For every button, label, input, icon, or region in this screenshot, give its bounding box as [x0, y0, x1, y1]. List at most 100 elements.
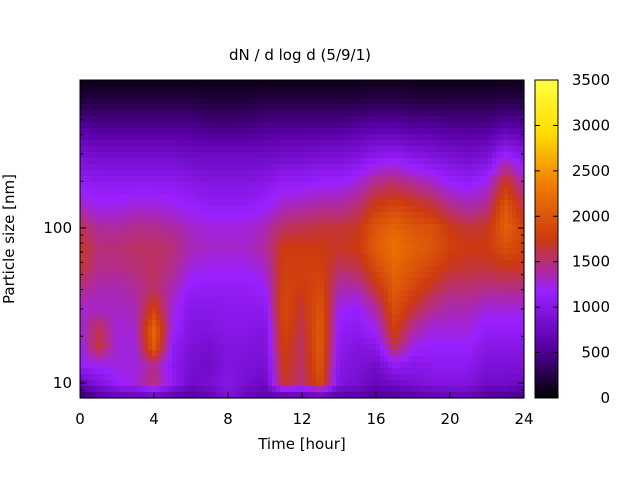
heatmap-cell — [252, 164, 257, 171]
heatmap-cell — [460, 254, 465, 261]
heatmap-cell — [476, 158, 481, 165]
heatmap-cell — [324, 164, 329, 171]
heatmap-cell — [176, 236, 181, 243]
heatmap-cell — [476, 260, 481, 267]
heatmap-cell — [220, 338, 225, 345]
heatmap-cell — [440, 146, 445, 153]
heatmap-cell — [128, 218, 133, 225]
heatmap-cell — [264, 116, 269, 123]
heatmap-cell — [368, 302, 373, 309]
heatmap-cell — [96, 188, 101, 195]
heatmap-cell — [452, 170, 457, 177]
heatmap-cell — [244, 110, 249, 117]
heatmap-cell — [420, 278, 425, 285]
heatmap-cell — [288, 80, 293, 87]
heatmap-cell — [160, 122, 165, 129]
heatmap-cell — [248, 302, 253, 309]
heatmap-cell — [328, 212, 333, 219]
heatmap-cell — [288, 170, 293, 177]
heatmap-cell — [88, 332, 93, 339]
heatmap-cell — [368, 98, 373, 105]
heatmap-cell — [292, 146, 297, 153]
heatmap-cell — [508, 296, 513, 303]
heatmap-cell — [80, 176, 85, 183]
heatmap-cell — [316, 140, 321, 147]
heatmap-cell — [480, 212, 485, 219]
heatmap-cell — [308, 188, 313, 195]
heatmap-cell — [128, 326, 133, 333]
heatmap-cell — [332, 158, 337, 165]
heatmap-cell — [136, 182, 141, 189]
heatmap-cell — [392, 266, 397, 273]
heatmap-cell — [428, 326, 433, 333]
heatmap-cell — [448, 314, 453, 321]
heatmap-cell — [520, 86, 525, 93]
heatmap-cell — [512, 110, 517, 117]
heatmap-cell — [356, 134, 361, 141]
heatmap-cell — [208, 98, 213, 105]
heatmap-cell — [192, 104, 197, 111]
heatmap-cell — [428, 164, 433, 171]
heatmap-cell — [260, 338, 265, 345]
heatmap-cell — [508, 110, 513, 117]
heatmap-cell — [480, 200, 485, 207]
heatmap-cell — [188, 110, 193, 117]
heatmap-cell — [308, 278, 313, 285]
heatmap-cell — [492, 188, 497, 195]
heatmap-cell — [176, 86, 181, 93]
heatmap-cell — [344, 80, 349, 87]
heatmap-cell — [440, 272, 445, 279]
heatmap-cell — [132, 194, 137, 201]
heatmap-cell — [200, 284, 205, 291]
heatmap-cell — [224, 128, 229, 135]
heatmap-cell — [196, 218, 201, 225]
heatmap-cell — [172, 272, 177, 279]
heatmap-cell — [232, 254, 237, 261]
heatmap-cell — [104, 236, 109, 243]
heatmap-cell — [248, 170, 253, 177]
heatmap-cell — [416, 278, 421, 285]
heatmap-cell — [312, 320, 317, 327]
heatmap-cell — [296, 326, 301, 333]
heatmap-cell — [416, 308, 421, 315]
heatmap-cell — [148, 146, 153, 153]
heatmap-cell — [152, 320, 157, 327]
heatmap-cell — [472, 278, 477, 285]
heatmap-cell — [500, 212, 505, 219]
heatmap-cell — [388, 116, 393, 123]
heatmap-cell — [120, 308, 125, 315]
heatmap-cell — [452, 236, 457, 243]
heatmap-cell — [148, 92, 153, 99]
heatmap-cell — [236, 122, 241, 129]
heatmap-cell — [280, 200, 285, 207]
heatmap-cell — [280, 164, 285, 171]
heatmap-cell — [292, 338, 297, 345]
heatmap-cell — [464, 116, 469, 123]
heatmap-cell — [328, 98, 333, 105]
heatmap-cell — [80, 212, 85, 219]
heatmap-cell — [180, 110, 185, 117]
heatmap-cell — [396, 110, 401, 117]
heatmap-cell — [164, 332, 169, 339]
heatmap-cell — [160, 254, 165, 261]
heatmap-cell — [244, 344, 249, 351]
heatmap-cell — [496, 140, 501, 147]
heatmap-cell — [460, 326, 465, 333]
heatmap-cell — [460, 332, 465, 339]
heatmap-cell — [296, 200, 301, 207]
heatmap-cell — [156, 146, 161, 153]
heatmap-cell — [436, 170, 441, 177]
heatmap-cell — [184, 140, 189, 147]
heatmap-cell — [92, 266, 97, 273]
heatmap-cell — [488, 206, 493, 213]
heatmap-cell — [476, 230, 481, 237]
heatmap-cell — [200, 164, 205, 171]
heatmap-cell — [388, 134, 393, 141]
heatmap-cell — [364, 218, 369, 225]
heatmap-cell — [364, 284, 369, 291]
heatmap-cell — [280, 140, 285, 147]
heatmap-cell — [392, 188, 397, 195]
heatmap-cell — [280, 86, 285, 93]
heatmap-cell — [276, 92, 281, 99]
heatmap-cell — [168, 98, 173, 105]
